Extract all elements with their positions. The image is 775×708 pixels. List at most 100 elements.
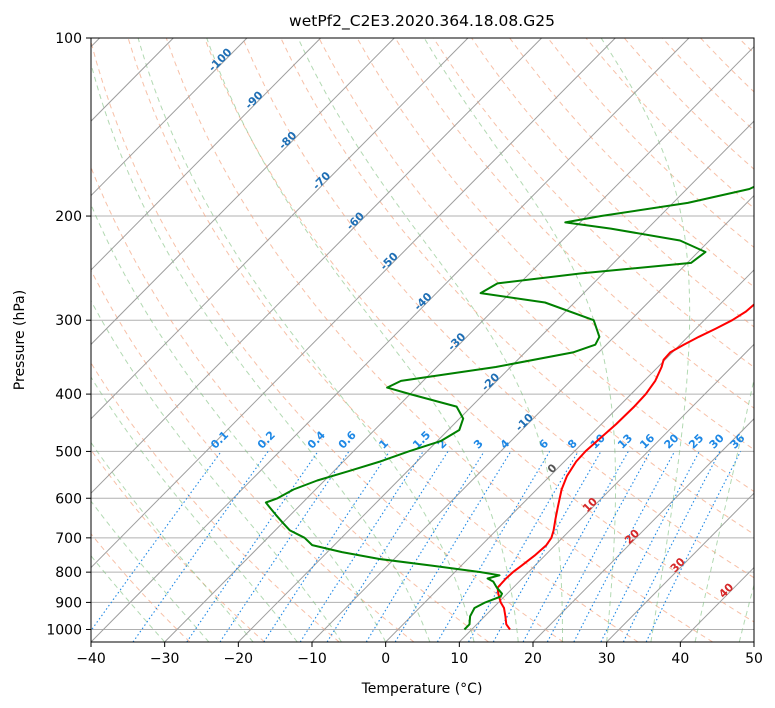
mixing-ratio-line <box>219 451 350 642</box>
dry-adiabat <box>91 39 564 642</box>
dry-adiabat <box>242 38 754 579</box>
mixing-ratio-line <box>365 451 485 642</box>
isotherm-line <box>164 46 754 642</box>
x-tick-label: 50 <box>745 651 763 667</box>
isotherm-line <box>91 38 469 420</box>
isotherm-line <box>91 38 321 271</box>
y-tick-label: 200 <box>55 209 82 225</box>
y-tick-label: 900 <box>55 595 82 611</box>
dry-adiabat <box>91 362 340 642</box>
isotherm-line <box>458 343 754 642</box>
dry-adiabat <box>127 38 639 642</box>
dry-adiabat <box>165 38 713 642</box>
isotherm-label: -80 <box>276 129 299 152</box>
isotherm-label: -100 <box>206 45 235 74</box>
isotherm-label: -60 <box>344 209 367 232</box>
dry-adiabat <box>91 166 489 642</box>
mixing-ratio-label: 0.2 <box>255 429 278 452</box>
mixing-ratio-line <box>645 451 742 642</box>
isotherm-line <box>91 38 542 494</box>
mixing-ratio-line <box>299 451 424 642</box>
mixing-ratio-line <box>522 451 629 642</box>
moist-adiabat <box>423 38 617 642</box>
moist-adiabat <box>694 377 754 642</box>
moist-adiabat <box>600 38 691 642</box>
mixing-ratio-label: 4 <box>498 437 513 452</box>
x-tick-label: 40 <box>671 651 689 667</box>
x-axis-ticks: −40 −30 −20 −10 0 10 20 30 40 50 <box>76 642 763 667</box>
y-tick-label: 100 <box>55 31 82 47</box>
x-tick-label: 0 <box>381 651 390 667</box>
temperature-profile <box>496 303 754 631</box>
mixing-ratio-label: 16 <box>637 431 657 451</box>
dry-adiabat <box>661 38 754 132</box>
moist-adiabat <box>206 38 519 642</box>
moist-adiabat <box>91 203 387 642</box>
mixing-ratio-label: 3 <box>471 437 486 452</box>
isotherm-label: -50 <box>378 249 401 272</box>
isotherm-label: -70 <box>310 169 333 192</box>
mixing-ratio-line <box>263 451 390 642</box>
isotherm-label: 20 <box>622 527 642 547</box>
dry-adiabat <box>471 38 754 328</box>
isotherm-line <box>753 641 754 642</box>
plot-frame <box>90 37 755 643</box>
isotherm-line <box>311 194 754 642</box>
dry-adiabat <box>700 38 754 93</box>
moist-adiabat <box>91 500 210 642</box>
dry-adiabat <box>318 38 754 493</box>
dry-adiabat <box>280 38 754 535</box>
mixing-ratio-line <box>394 451 512 642</box>
isotherm-label: -10 <box>513 411 536 434</box>
moist-adiabat <box>91 554 166 642</box>
isotherm-label: -40 <box>411 290 434 313</box>
dry-adiabat <box>91 533 191 642</box>
isotherm-label: -90 <box>242 88 265 111</box>
moist-adiabat <box>91 441 254 642</box>
isotherm-label: -30 <box>445 330 468 353</box>
mixing-ratio-label: 8 <box>565 437 580 452</box>
mixing-ratio-label: 1 <box>376 437 391 452</box>
x-tick-label: 30 <box>598 651 616 667</box>
y-axis-ticks: 100 200 300 400 500 600 700 800 900 1000 <box>46 31 91 638</box>
isotherm-line <box>91 38 248 197</box>
mixing-ratio-line <box>436 451 551 642</box>
y-tick-label: 500 <box>55 444 82 460</box>
mixing-ratio-line <box>622 451 721 642</box>
isotherm-line <box>91 38 616 569</box>
dewpoint-profile <box>264 185 754 631</box>
x-tick-label: −30 <box>150 651 180 667</box>
isotherm-label: 40 <box>716 580 736 600</box>
isotherm-line <box>91 38 395 346</box>
dry-adiabat <box>623 38 754 170</box>
x-tick-label: −20 <box>224 651 254 667</box>
mixing-ratio-line <box>132 451 269 642</box>
dry-adiabat <box>91 449 265 642</box>
mixing-ratio-label: 36 <box>728 431 748 451</box>
mixing-ratio-line <box>492 451 602 642</box>
chart-title: wetPf2_C2E3.2020.364.18.08.G25 <box>289 12 555 31</box>
moist-adiabat <box>91 62 431 642</box>
isotherm-line <box>237 120 754 642</box>
mixing-ratio-line <box>546 451 651 642</box>
y-axis-label: Pressure (hPa) <box>12 290 28 390</box>
y-tick-label: 600 <box>55 491 82 507</box>
moist-adiabat <box>137 38 475 642</box>
y-tick-label: 800 <box>55 565 82 581</box>
x-tick-label: −10 <box>297 651 327 667</box>
mixing-ratio-label: 6 <box>537 437 552 452</box>
isotherm-label: -20 <box>479 370 502 393</box>
moist-adiabat <box>91 376 298 642</box>
y-tick-label: 400 <box>55 387 82 403</box>
mixing-ratio-line <box>186 451 319 642</box>
mixing-ratio-label: 25 <box>686 432 706 452</box>
isotherm-line <box>606 492 754 642</box>
isotherm-line <box>385 269 754 642</box>
y-tick-label: 1000 <box>46 622 82 638</box>
mixing-ratio-label: 0.1 <box>208 429 231 452</box>
x-tick-label: −40 <box>76 651 106 667</box>
dry-adiabat <box>91 269 415 642</box>
dry-adiabat <box>204 38 754 623</box>
x-axis-label: Temperature (°C) <box>361 681 483 697</box>
